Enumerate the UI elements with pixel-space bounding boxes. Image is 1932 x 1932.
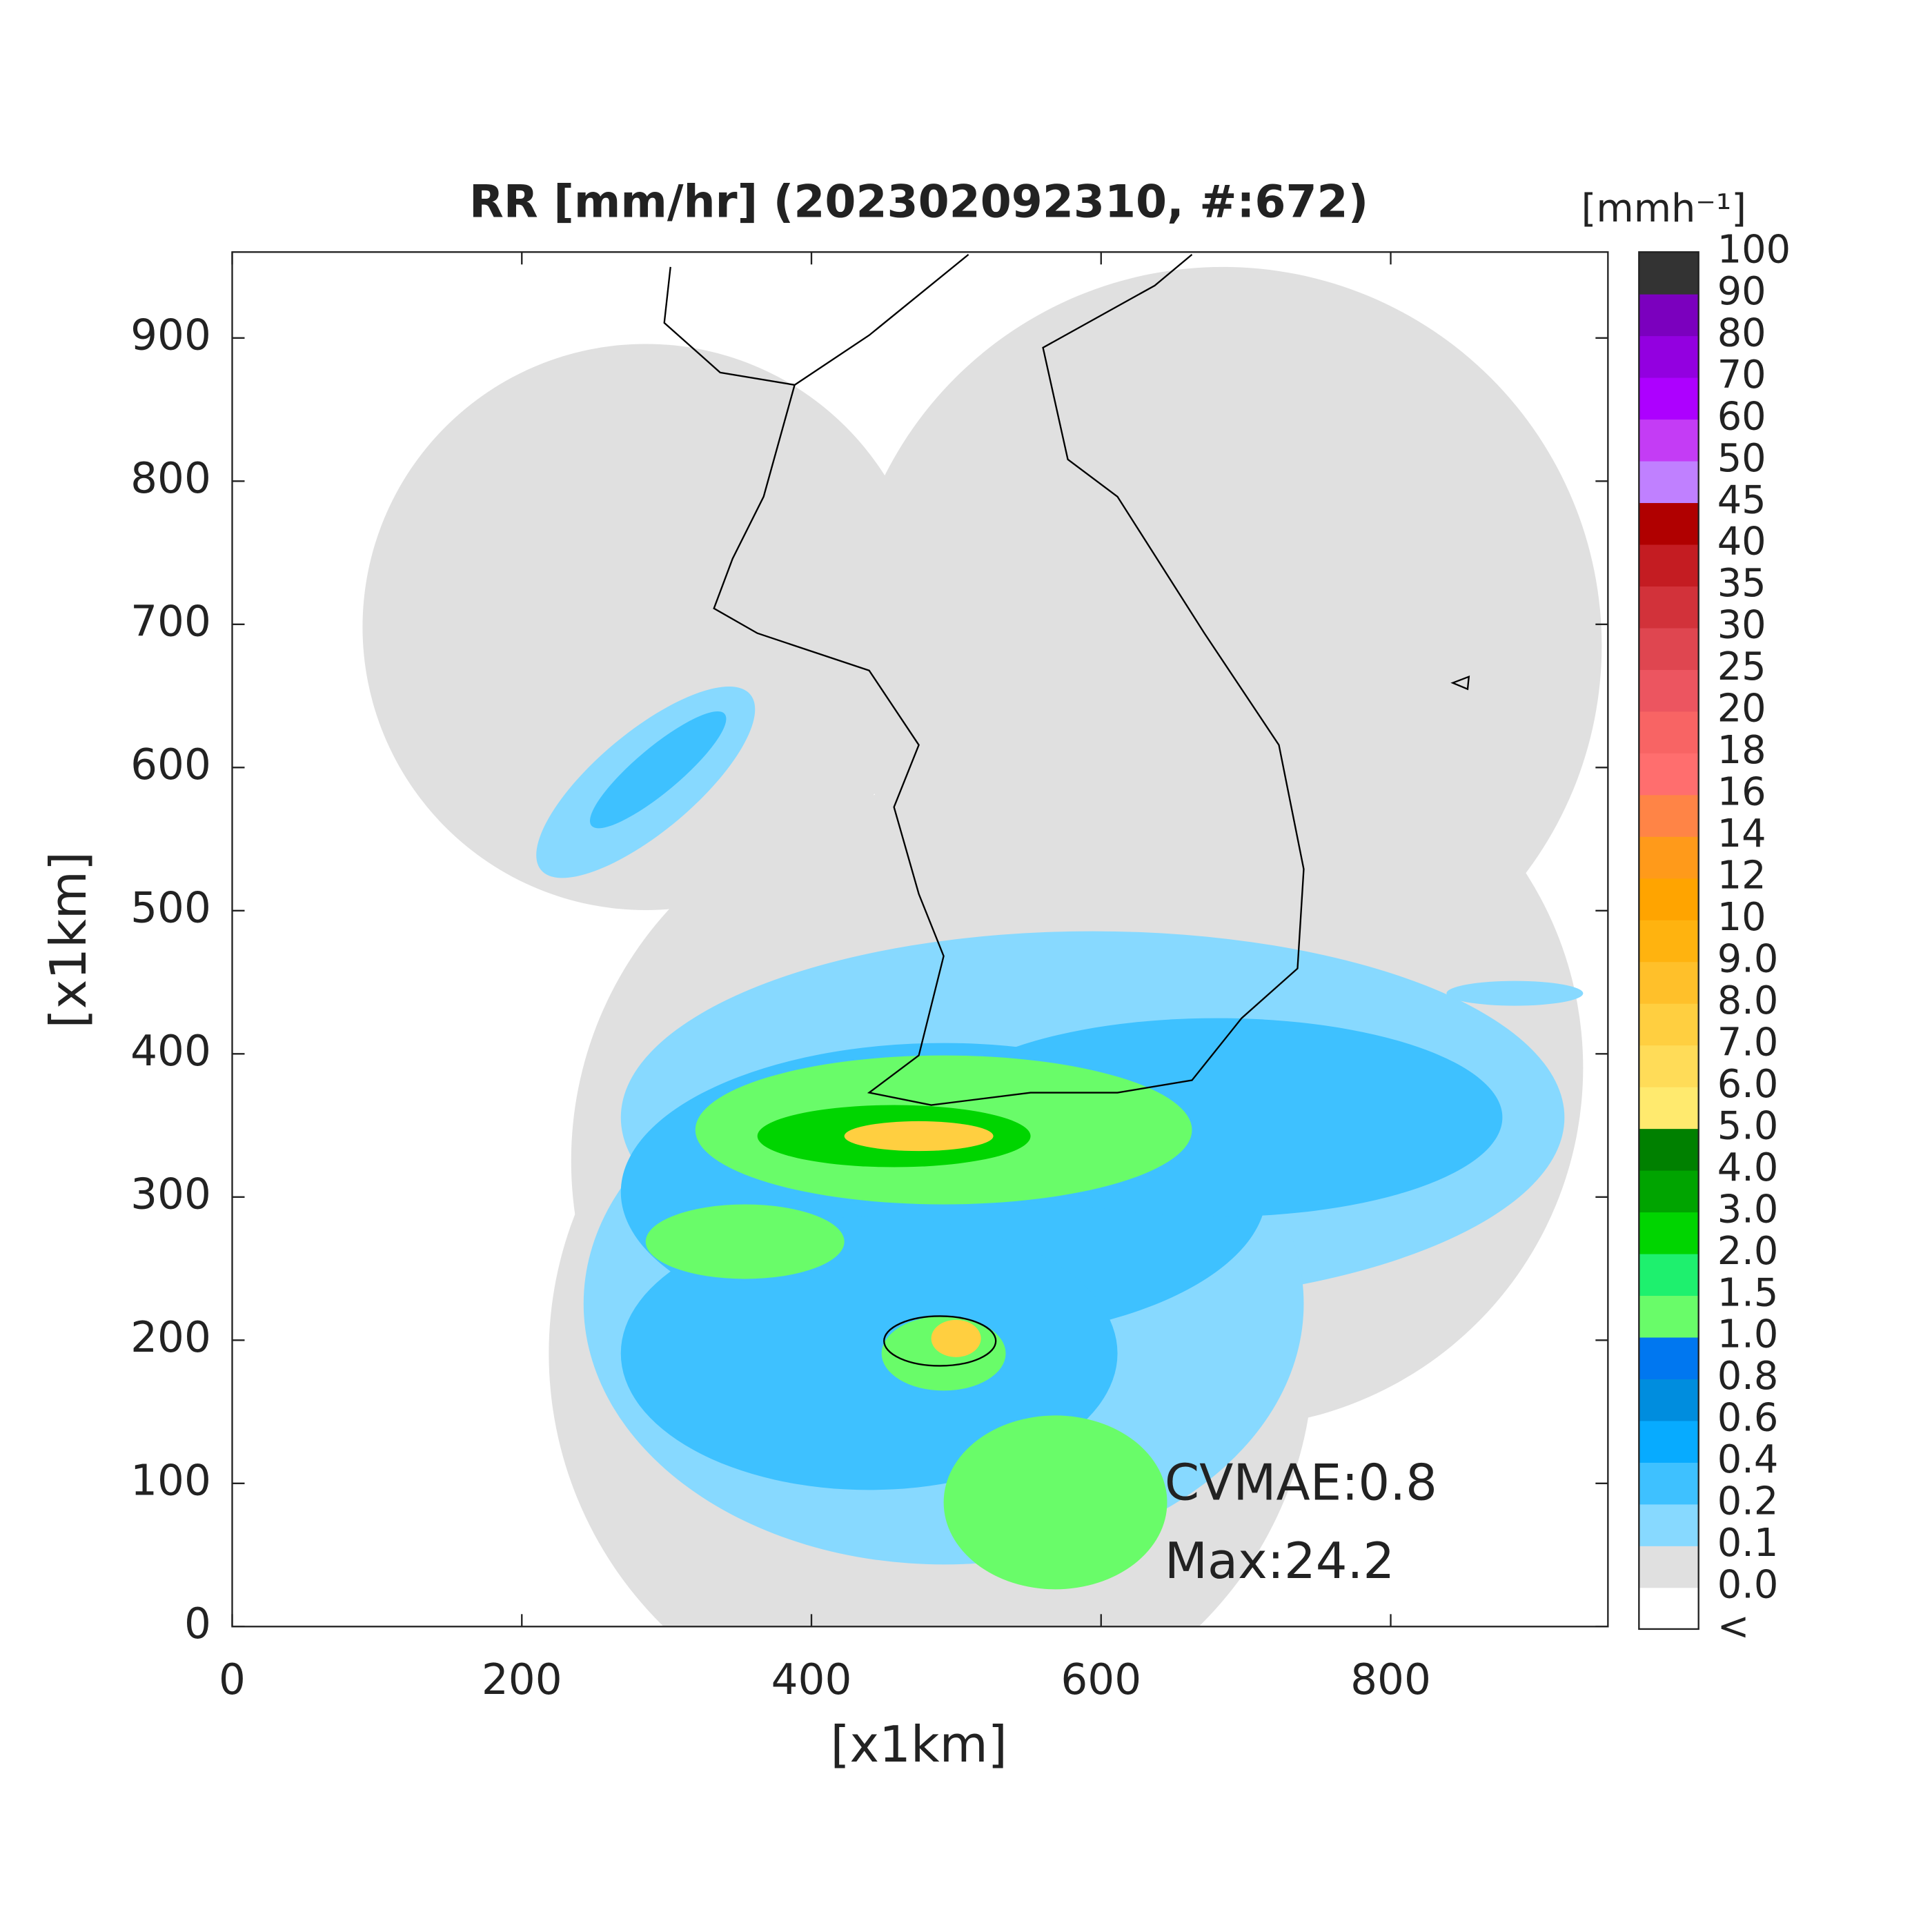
colorbar-segment [1639, 752, 1699, 796]
colorbar-label: 60 [1717, 394, 1766, 439]
colorbar-label: 9.0 [1717, 936, 1779, 981]
colorbar-label: 0.6 [1717, 1396, 1779, 1441]
colorbar-segment [1639, 961, 1699, 1004]
y-tick-label: 500 [130, 883, 211, 932]
colorbar-frame [1638, 251, 1699, 1630]
colorbar-label: 40 [1717, 520, 1766, 564]
colorbar-label: 45 [1717, 477, 1766, 522]
axes-box [231, 251, 1609, 1628]
x-tick-label: 0 [219, 1655, 246, 1704]
colorbar-label: 70 [1717, 353, 1766, 397]
colorbar-label: 14 [1717, 811, 1766, 856]
x-tick-label: 200 [482, 1655, 562, 1704]
colorbar-segment [1639, 919, 1699, 963]
y-tick-label: 600 [130, 740, 211, 789]
colorbar-label: 1.5 [1717, 1270, 1779, 1315]
colorbar-label: 90 [1717, 269, 1766, 314]
colorbar-label: 7.0 [1717, 1020, 1779, 1065]
colorbar-segment [1639, 711, 1699, 753]
annotation: CVMAE:0.8 [1165, 1454, 1437, 1512]
colorbar-label: 25 [1717, 644, 1766, 689]
colorbar-segment [1639, 1379, 1699, 1421]
colorbar-label: 2.0 [1717, 1229, 1779, 1274]
colorbar-label: 30 [1717, 603, 1766, 648]
y-axis-label: [x1km] [39, 851, 97, 1028]
y-tick-label: 800 [130, 454, 211, 503]
x-tick-label: 400 [771, 1655, 852, 1704]
colorbar-segment [1639, 1337, 1699, 1379]
colorbar-label: 3.0 [1717, 1187, 1779, 1232]
colorbar-label: 0.2 [1717, 1479, 1779, 1524]
colorbar-label: 0.1 [1717, 1521, 1779, 1566]
colorbar-segment [1639, 1545, 1699, 1588]
y-tick-label: 300 [130, 1170, 211, 1219]
colorbar-segment [1639, 1170, 1699, 1213]
y-tick-label: 200 [130, 1313, 211, 1362]
y-tick-label: 0 [184, 1599, 211, 1648]
colorbar-segment [1639, 1045, 1699, 1087]
colorbar-segment [1639, 460, 1699, 504]
colorbar-label: 10 [1717, 895, 1766, 940]
y-tick-label: 900 [130, 310, 211, 359]
colorbar-title: [mmh⁻¹] [1581, 186, 1746, 231]
colorbar-label: 0.0 [1717, 1563, 1779, 1608]
colorbar-segment [1639, 502, 1699, 545]
colorbar-label: < [1717, 1604, 1750, 1649]
annotation: Max:24.2 [1165, 1532, 1394, 1590]
colorbar-segment [1639, 1212, 1699, 1254]
colorbar-segment [1639, 836, 1699, 879]
colorbar-label: 100 [1717, 227, 1791, 272]
colorbar-segment [1639, 1253, 1699, 1297]
precipitation [536, 687, 1584, 1590]
colorbar-segment [1639, 1587, 1699, 1630]
colorbar-segment [1639, 293, 1699, 337]
colorbar-segment [1639, 878, 1699, 920]
colorbar-label: 5.0 [1717, 1103, 1779, 1148]
colorbar-segment [1639, 669, 1699, 712]
colorbar-label: 1.0 [1717, 1312, 1779, 1357]
colorbar-segment [1639, 377, 1699, 420]
colorbar-segment [1639, 1003, 1699, 1046]
colorbar-segment [1639, 252, 1699, 295]
colorbar-label: 8.0 [1717, 978, 1779, 1023]
y-tick-label: 700 [130, 597, 211, 646]
colorbar-label: 0.4 [1717, 1437, 1779, 1482]
colorbar-label: 6.0 [1717, 1062, 1779, 1107]
colorbar-segment [1639, 1420, 1699, 1463]
colorbar-label: 20 [1717, 687, 1766, 731]
x-axis-label: [x1km] [830, 1715, 1007, 1773]
y-tick-label: 100 [130, 1456, 211, 1505]
colorbar-segment [1639, 1295, 1699, 1338]
x-tick-label: 600 [1061, 1655, 1141, 1704]
colorbar-label: 80 [1717, 310, 1766, 355]
y-tick-label: 400 [130, 1027, 211, 1076]
colorbar-segment [1639, 627, 1699, 670]
colorbar-label: 0.8 [1717, 1354, 1779, 1399]
colorbar-segment [1639, 1086, 1699, 1130]
radar-map [362, 253, 1602, 1627]
colorbar-segment [1639, 794, 1699, 837]
coastline [663, 253, 1470, 1367]
colorbar-segment [1639, 586, 1699, 629]
colorbar-label: 35 [1717, 561, 1766, 606]
chart-title: RR [mm/hr] (202302092310, #:672) [469, 176, 1368, 228]
colorbar-label: 16 [1717, 770, 1766, 815]
colorbar-segment [1639, 544, 1699, 586]
colorbar-label: 50 [1717, 436, 1766, 481]
colorbar-segment [1639, 335, 1699, 378]
colorbar-segment [1639, 1462, 1699, 1505]
x-tick-label: 800 [1350, 1655, 1431, 1704]
colorbar-label: 12 [1717, 854, 1766, 898]
colorbar-segment [1639, 1504, 1699, 1546]
colorbar-segment [1639, 1128, 1699, 1171]
colorbar-segment [1639, 419, 1699, 462]
colorbar-label: 4.0 [1717, 1145, 1779, 1190]
colorbar-label: 18 [1717, 728, 1766, 773]
